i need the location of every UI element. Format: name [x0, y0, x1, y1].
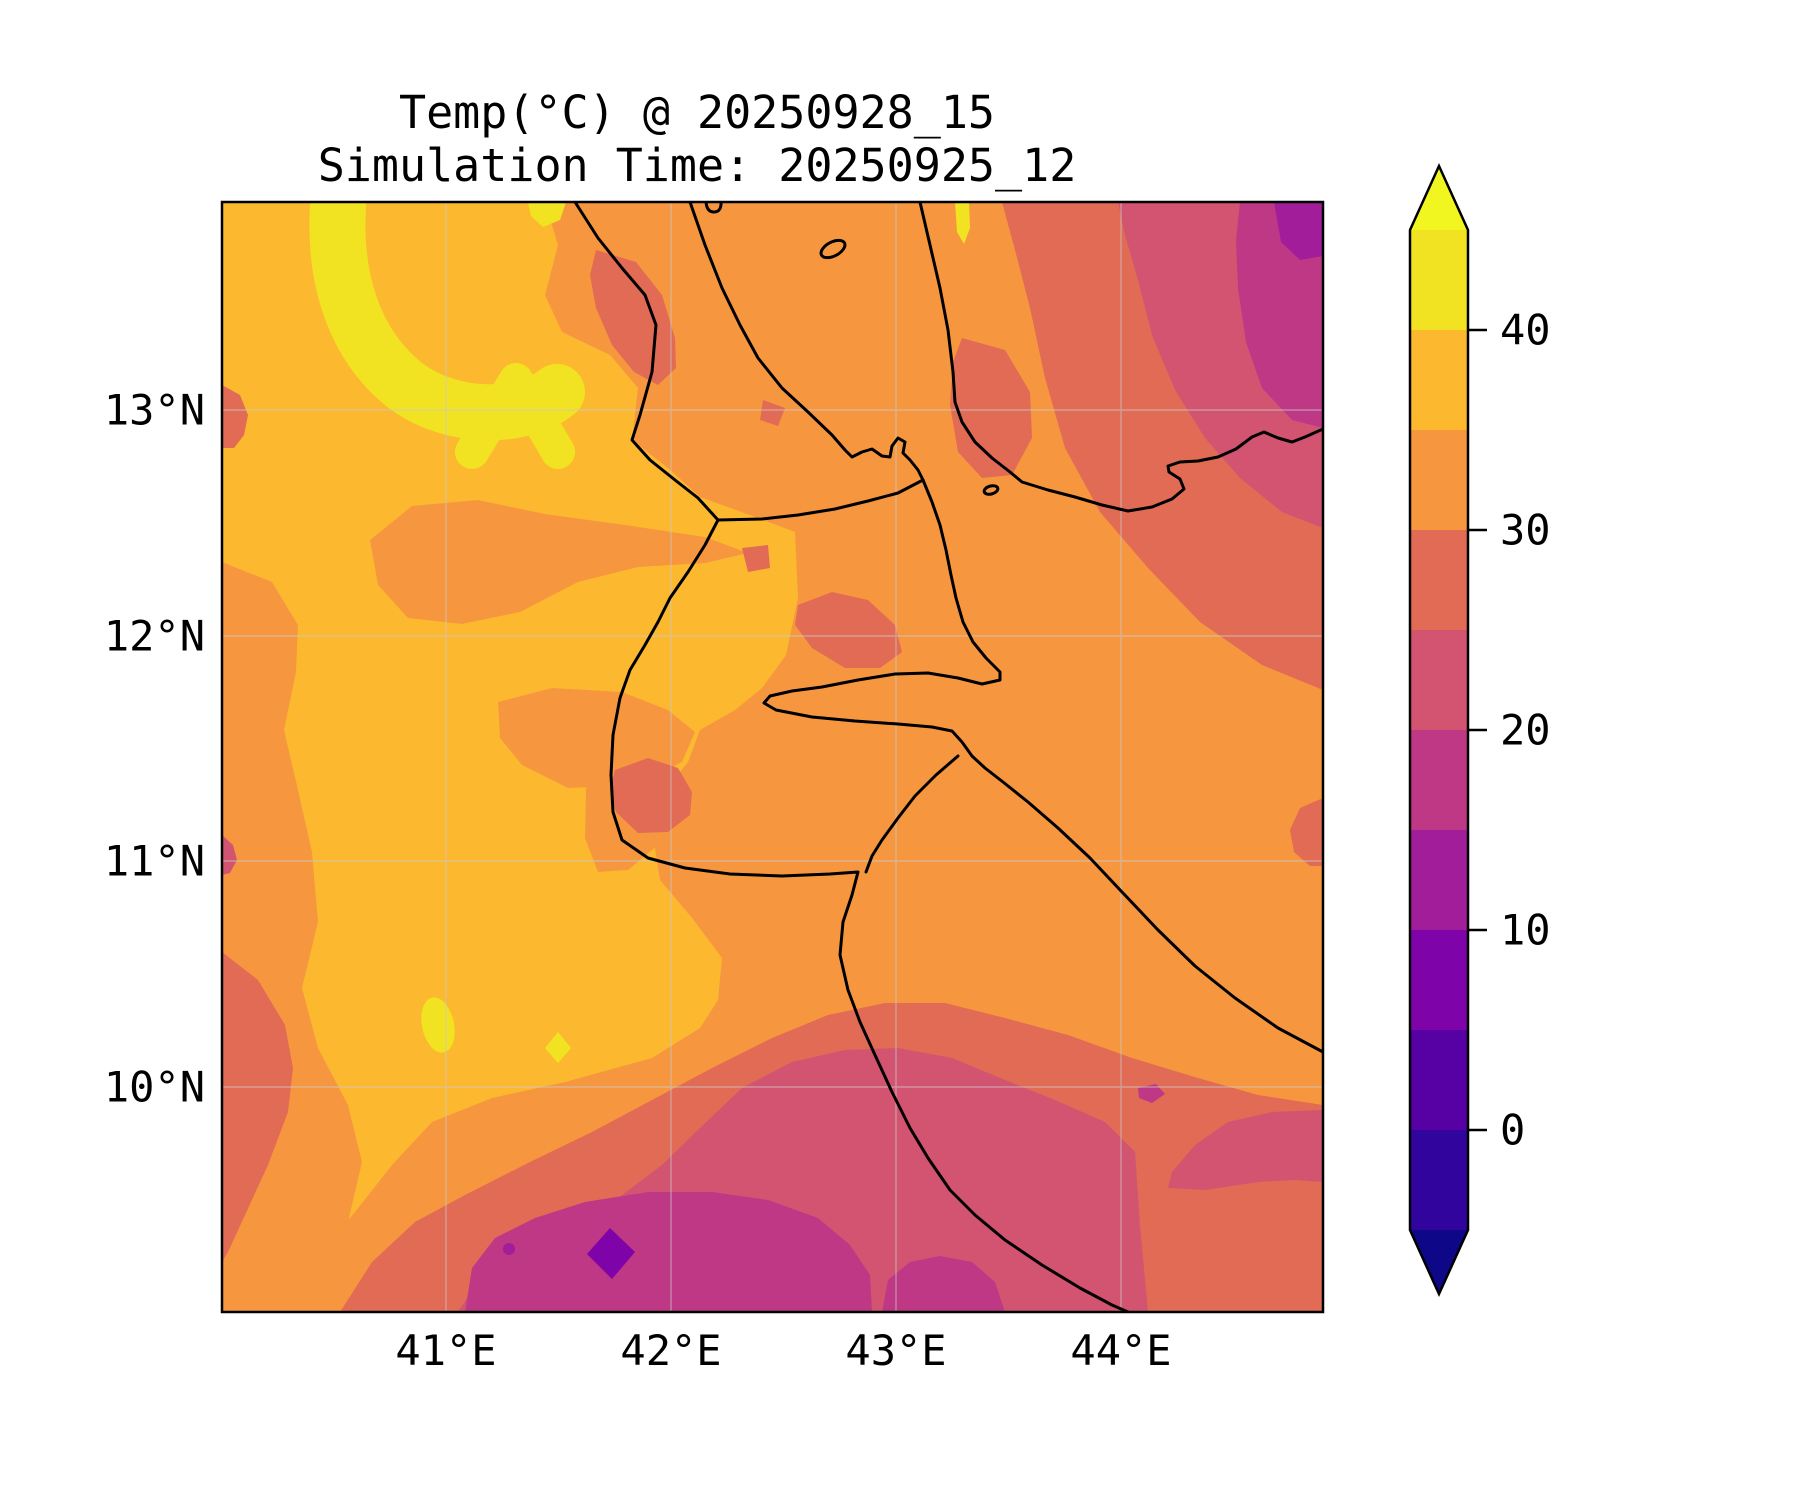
colorbar: 40 30 20 10 0 — [1408, 162, 1551, 1298]
contour-band-30-35-patch-center — [370, 500, 748, 624]
colorbar-band-5-10 — [1410, 930, 1468, 1030]
contour-band-25-30-right-notch — [1290, 798, 1323, 866]
colorbar-outline — [1408, 162, 1470, 1298]
contour-band-20-25-left-sliver — [222, 835, 237, 875]
map-boundaries — [573, 202, 1323, 1312]
x-axis-tick-labels: 41°E 42°E 43°E 44°E — [395, 1326, 1171, 1375]
contour-band-10-15-dot — [503, 1243, 515, 1255]
plot-title: Temp(°C) @ 20250928_15 — [399, 86, 995, 139]
coastline-yemen — [918, 202, 1323, 513]
colorbar-label-40: 40 — [1500, 306, 1551, 355]
contour-band-25-30-left-sliver — [222, 385, 248, 448]
map-plot-area — [222, 202, 1323, 1312]
colorbar-band-m5-0 — [1410, 1130, 1468, 1230]
colorbar-extend-over — [1410, 166, 1468, 230]
y-tick-12n: 12°N — [104, 612, 205, 661]
colorbar-band-30-35 — [1410, 430, 1468, 530]
colorbar-ticks — [1468, 328, 1487, 1132]
contour-band-15-20-small-blob — [1138, 1084, 1165, 1103]
contour-band-40-45-chevron — [455, 363, 575, 469]
border-djibouti-somaliland — [864, 754, 960, 874]
x-tick-42e: 42°E — [620, 1326, 721, 1375]
x-tick-41e: 41°E — [395, 1326, 496, 1375]
x-tick-44e: 44°E — [1070, 1326, 1171, 1375]
contour-band-20-25-southeast-blob — [1168, 1110, 1323, 1190]
contour-band-25-30-gulf-west-blob — [795, 592, 902, 668]
map-frame — [220, 200, 1325, 1314]
contour-band-5-10-diamond — [587, 1228, 635, 1279]
border-eritrea-djibouti — [716, 478, 925, 522]
x-tick-43e: 43°E — [845, 1326, 946, 1375]
plot-title-block: Temp(°C) @ 20250928_15 Simulation Time: … — [318, 86, 1077, 192]
contour-band-25-30-diamond-b — [742, 545, 770, 572]
island-perim — [982, 484, 1000, 496]
colorbar-label-10: 10 — [1500, 906, 1551, 955]
colorbar-label-30: 30 — [1500, 506, 1551, 555]
colorbar-tick-labels: 40 30 20 10 0 — [1500, 306, 1551, 1155]
contour-band-15-20-south-lobe — [882, 1256, 1005, 1312]
contour-band-40-45-border-sliver — [955, 202, 970, 244]
colorbar-band-35-40 — [1410, 330, 1468, 430]
islet-top-edge — [704, 202, 723, 214]
colorbar-band-0-5 — [1410, 1030, 1468, 1130]
colorbar-band-20-25 — [1410, 630, 1468, 730]
colorbar-band-25-30 — [1410, 530, 1468, 630]
contour-band-10-15-corner — [1274, 202, 1323, 260]
plot-subtitle: Simulation Time: 20250925_12 — [318, 139, 1077, 192]
contour-band-40-45-diamond — [545, 1032, 571, 1063]
contour-band-25-30-diamond-a — [760, 400, 785, 426]
y-tick-10n: 10°N — [104, 1063, 205, 1112]
contour-band-40-45-top-sliver — [528, 202, 566, 227]
contour-band-15-20-south-main — [465, 1192, 872, 1312]
colorbar-band-40-45 — [1410, 230, 1468, 330]
colorbar-extend-under — [1410, 1230, 1468, 1294]
colorbar-label-20: 20 — [1500, 706, 1551, 755]
y-tick-11n: 11°N — [104, 837, 205, 886]
contour-band-25-30-left-strip — [222, 952, 293, 1262]
coastline-red-sea-gulf-aden — [688, 202, 1323, 1054]
y-tick-13n: 13°N — [104, 386, 205, 435]
island-red-sea — [819, 238, 847, 260]
border-eritrea-ethiopia-djibouti-somaliland — [573, 202, 1130, 1312]
y-axis-tick-labels: 13°N 12°N 11°N 10°N — [104, 386, 205, 1112]
colorbar-label-0: 0 — [1500, 1106, 1525, 1155]
contour-band-25-30-yemen-coast-blob — [950, 338, 1032, 478]
colorbar-band-15-20 — [1410, 730, 1468, 830]
map-gridlines — [222, 202, 1323, 1312]
colorbar-band-10-15 — [1410, 830, 1468, 930]
